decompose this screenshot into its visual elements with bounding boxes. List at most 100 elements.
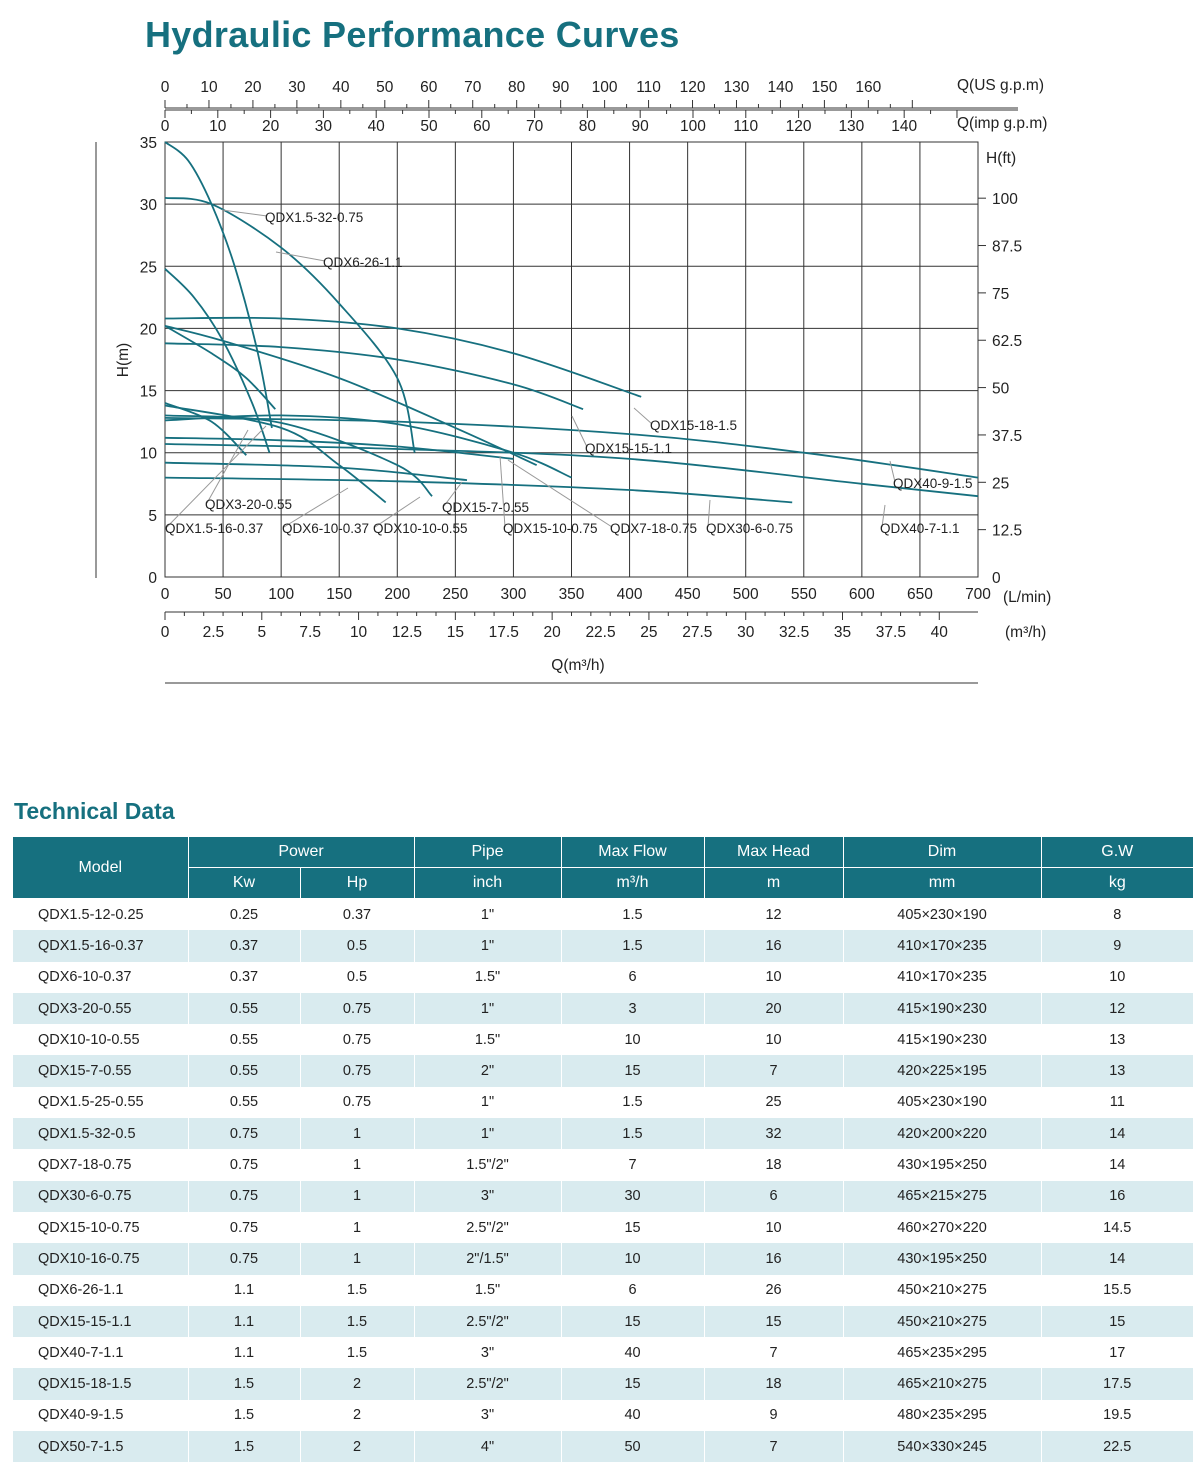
- data-cell: 465×215×275: [843, 1180, 1042, 1212]
- data-cell: 3": [414, 1180, 562, 1212]
- data-cell: 10: [704, 1211, 844, 1244]
- data-cell: 0.37: [300, 898, 415, 931]
- ft-axis-label: H(ft): [986, 150, 1016, 167]
- label-leader-line: [507, 459, 613, 528]
- y-tick-label: 15: [140, 384, 157, 401]
- x-tick-label-impgpm: 80: [579, 118, 597, 135]
- data-cell: 12: [1041, 992, 1194, 1025]
- model-cell: QDX1.5-25-0.55: [13, 1086, 189, 1119]
- label-leader-line: [633, 407, 653, 425]
- data-cell: 0.75: [300, 1086, 415, 1119]
- model-cell: QDX1.5-16-0.37: [13, 930, 189, 962]
- ft-tick-label: 62.5: [992, 333, 1022, 350]
- data-cell: 50: [561, 1431, 705, 1463]
- data-cell: 16: [1041, 1180, 1194, 1212]
- x-tick-label-lmin: 150: [326, 586, 352, 603]
- x-tick-label-lmin: 0: [161, 586, 170, 603]
- x-tick-label-lmin: 250: [442, 586, 468, 603]
- x-tick-label-m3h: 15: [447, 624, 464, 641]
- x-tick-label-usgpm: 140: [768, 79, 794, 96]
- data-cell: 1": [414, 1118, 562, 1150]
- data-cell: 1.5: [561, 1118, 705, 1150]
- ft-tick-label: 0: [992, 570, 1001, 587]
- x-tick-label-m3h: 20: [544, 624, 562, 641]
- data-cell: 415×190×230: [843, 1024, 1042, 1056]
- data-cell: 11: [1109, 1094, 1125, 1111]
- data-cell: 1.5: [188, 1431, 301, 1463]
- y-tick-label: 0: [148, 570, 157, 587]
- data-cell: 15: [561, 1305, 705, 1338]
- model-cell: QDX15-15-1.1: [13, 1305, 189, 1338]
- curve-label: QDX3-20-0.55: [205, 497, 292, 512]
- label-leader-line: [889, 460, 896, 483]
- data-cell: 14: [1041, 1243, 1194, 1275]
- data-cell: 0.37: [188, 961, 301, 993]
- data-cell: 420×225×195: [843, 1055, 1042, 1087]
- curve-label: QDX1.5-16-0.37: [165, 521, 263, 536]
- data-cell: 2.5"/2": [414, 1368, 562, 1400]
- x-tick-label-impgpm: 130: [838, 118, 864, 135]
- data-cell: 0.75: [300, 1055, 415, 1087]
- data-cell: 14: [1041, 1118, 1194, 1150]
- x-tick-label-impgpm: 20: [262, 118, 280, 135]
- data-cell: 0.37: [188, 930, 301, 962]
- data-cell: 0.5: [300, 961, 415, 993]
- x-tick-label-m3h: 27.5: [682, 624, 712, 641]
- data-cell: 6: [561, 1274, 705, 1306]
- unit-mm: mm: [843, 867, 1042, 899]
- x-tick-label-usgpm: 150: [811, 79, 837, 96]
- header-gw: G.W: [1041, 837, 1194, 868]
- m3h-axis-label: (m³/h): [1005, 624, 1046, 641]
- data-cell: 1: [300, 1118, 415, 1150]
- data-cell: 1.5: [300, 1274, 415, 1306]
- imp-gpm-axis-label: Q(imp g.p.m): [957, 115, 1047, 132]
- data-cell: 7: [704, 1055, 844, 1087]
- x-tick-label-m3h: 7.5: [299, 624, 321, 641]
- data-cell: 1.1: [188, 1337, 301, 1369]
- data-cell: 430×195×250: [843, 1243, 1042, 1275]
- data-cell: 22.5: [1041, 1431, 1194, 1463]
- data-cell: 2: [300, 1431, 415, 1463]
- data-cell: 1.5: [188, 1399, 301, 1432]
- data-cell: 1": [414, 1086, 562, 1119]
- header-max-flow: Max Flow: [561, 837, 705, 868]
- unit-m: m: [704, 867, 844, 899]
- curve-label: QDX40-7-1.1: [880, 521, 960, 536]
- data-cell: 540×330×245: [843, 1431, 1042, 1463]
- data-cell: 430×195×250: [843, 1149, 1042, 1181]
- x-axis-title: Q(m³/h): [551, 657, 604, 674]
- x-tick-label-lmin: 600: [849, 586, 875, 603]
- x-tick-label-impgpm: 30: [315, 118, 333, 135]
- x-tick-label-impgpm: 90: [632, 118, 650, 135]
- label-leader-line: [221, 209, 268, 217]
- data-cell: 19.5: [1103, 1407, 1132, 1424]
- ft-tick-label: 75: [992, 286, 1009, 303]
- model-cell: QDX3-20-0.55: [13, 992, 189, 1025]
- curve-label: QDX40-9-1.5: [893, 476, 973, 491]
- y-tick-label: 35: [140, 135, 157, 152]
- data-cell: 1: [300, 1211, 415, 1244]
- table-row: QDX1.5-32-0.5 0.75 1 1" 1.5 32 420×200×220 14: [13, 1118, 1194, 1150]
- data-cell: 0.75: [188, 1180, 301, 1212]
- data-cell: 1.5: [300, 1337, 415, 1369]
- x-tick-label-m3h: 22.5: [585, 624, 615, 641]
- data-cell: 15: [561, 1368, 705, 1400]
- page-title: Hydraulic Performance Curves: [145, 14, 680, 55]
- curve-qdx50-7-1-5: [164, 443, 979, 498]
- data-cell: 15.5: [1103, 1282, 1132, 1299]
- unit-m3h: m³/h: [561, 867, 705, 899]
- data-cell: 0.75: [188, 1149, 301, 1181]
- model-cell: QDX15-7-0.55: [13, 1055, 189, 1087]
- x-tick-label-impgpm: 120: [786, 118, 812, 135]
- model-cell: QDX10-10-0.55: [13, 1024, 189, 1056]
- header-dim: Dim: [843, 837, 1042, 868]
- x-tick-label-usgpm: 160: [855, 79, 881, 96]
- header-pipe: Pipe: [414, 837, 562, 868]
- model-cell: QDX6-10-0.37: [13, 961, 189, 993]
- curve-qdx15-15-1-1: [164, 342, 584, 411]
- model-cell: QDX40-9-1.5: [13, 1399, 189, 1432]
- table-row: QDX40-9-1.5 1.5 2 3" 40 9 480×235×295 19.5: [13, 1399, 1193, 1432]
- table-row: QDX40-7-1.1 1.1 1.5 3" 40 7 465×235×295 17: [13, 1337, 1193, 1369]
- header-power: Power: [188, 837, 415, 868]
- data-cell: 10: [561, 1024, 705, 1056]
